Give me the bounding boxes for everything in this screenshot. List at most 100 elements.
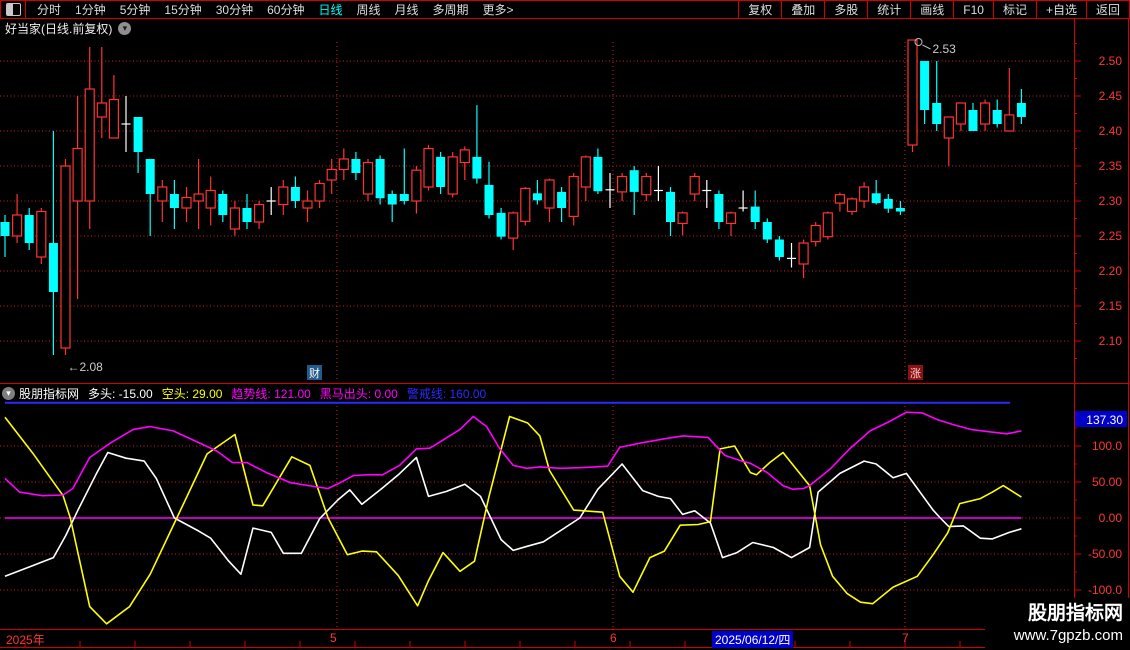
up-candle-body	[362, 161, 374, 195]
down-candle-body	[169, 194, 179, 208]
up-candle-body	[205, 189, 216, 209]
down-candle-body	[932, 103, 942, 124]
price-axis-label: 2.45	[1099, 89, 1123, 103]
indicator-chevron-icon[interactable]: ▾	[2, 387, 15, 400]
up-candle-body	[798, 242, 809, 265]
down-candle-body	[532, 193, 542, 201]
up-candle-body	[254, 203, 265, 223]
indicator-value-highlight-label: 137.30	[1086, 413, 1123, 427]
down-candle-body	[399, 194, 409, 201]
down-candle-body	[242, 208, 252, 222]
down-candle-body	[774, 239, 784, 257]
up-candle-body	[725, 212, 737, 224]
candlestick-series	[0, 39, 1026, 355]
action-menu-item[interactable]: 画线	[910, 1, 953, 18]
action-menu-item[interactable]: 多股	[824, 1, 867, 18]
up-candle-body	[979, 102, 991, 125]
date-axis-highlight: 2025/06/12/四	[712, 631, 794, 648]
indicator-field: 警戒线: 160.00	[406, 387, 487, 401]
period-menu-item[interactable]: 分时	[37, 3, 62, 17]
chevron-down-icon[interactable]: ▾	[118, 21, 132, 35]
indicator-axis-label: 100.0	[1092, 439, 1122, 453]
up-candle-body	[157, 186, 168, 202]
high-marker-icon	[914, 38, 923, 46]
period-menu-item[interactable]: 周线	[356, 3, 381, 17]
down-candle-body	[557, 191, 567, 208]
down-candle-body	[436, 156, 446, 187]
down-candle-body	[1016, 103, 1026, 117]
window-layout-button[interactable]	[1, 1, 26, 18]
down-candle-body	[375, 159, 385, 199]
action-menu-item[interactable]: 叠加	[781, 1, 824, 18]
period-menu: 分时 1分钟 5分钟 15分钟 30分钟 60分钟 日线 周线 月线 多周期 更多>	[26, 1, 521, 18]
up-candle-body	[858, 186, 870, 202]
down-candle-body	[484, 184, 494, 215]
period-menu-item[interactable]: 1分钟	[75, 3, 106, 17]
up-candle-body	[338, 158, 349, 171]
up-candle-body	[544, 179, 555, 209]
down-candle-body	[145, 159, 155, 194]
up-candle-body	[314, 182, 325, 202]
indicator-panel: 100.0 50.00 0.00 -50.00 -100.0 137.30	[0, 401, 1127, 625]
up-candle-body	[193, 193, 204, 202]
action-menu-item[interactable]: 返回	[1085, 1, 1129, 18]
period-menu-item[interactable]: 5分钟	[119, 3, 151, 17]
action-menu-item[interactable]: 标记	[992, 1, 1036, 18]
event-mark-badge	[307, 365, 322, 380]
price-axis-label: 2.35	[1099, 159, 1123, 173]
down-candle-body	[133, 117, 143, 152]
price-axis-label: 2.25	[1099, 229, 1123, 243]
action-menu-item[interactable]: 统计	[867, 1, 910, 18]
indicator-field: 空头: 29.00	[161, 387, 223, 401]
indicator-axis-label: 0.00	[1099, 511, 1123, 525]
event-mark-badge	[908, 365, 923, 380]
indicator-line-多头	[4, 451, 1022, 578]
watermark-url: www.7gpzb.com	[1013, 627, 1123, 644]
watermark-brand: 股朋指标网	[1027, 603, 1123, 624]
up-candle-body	[36, 210, 47, 258]
period-toolbar: 分时 1分钟 5分钟 15分钟 30分钟 60分钟 日线 周线 月线 多周期 更多> 复权 叠加 多股统…	[0, 0, 1130, 19]
action-menu-item[interactable]: +自选	[1035, 1, 1086, 18]
down-candle-body	[593, 156, 603, 192]
action-menu-item[interactable]: 复权	[738, 1, 781, 18]
watermark: 股朋指标网 www.7gpzb.com	[985, 598, 1130, 650]
up-candle-body	[520, 187, 531, 222]
down-candle-body	[351, 159, 361, 173]
down-candle-body	[883, 198, 893, 209]
indicator-axis-label: 50.00	[1092, 475, 1122, 489]
action-menu: 复权 叠加 多股 统计 画线 F10 标记 +自选 返回	[738, 1, 1129, 18]
up-candle-body	[84, 88, 95, 202]
date-axis-label: 6	[610, 631, 617, 645]
indicator-name[interactable]: 股朋指标网	[19, 387, 80, 401]
up-candle-body	[459, 149, 470, 164]
period-menu-item[interactable]: 多周期	[432, 3, 469, 17]
period-menu-item[interactable]: 30分钟	[215, 3, 254, 17]
action-menu-item[interactable]: F10	[953, 1, 993, 18]
period-menu-item[interactable]: 更多>	[482, 3, 514, 17]
down-candle-body	[496, 212, 506, 237]
up-candle-body	[822, 212, 833, 238]
down-candle-body	[895, 208, 905, 212]
period-menu-item[interactable]: 日线	[318, 3, 343, 17]
down-candle-body	[0, 222, 10, 236]
up-candle-body	[1004, 114, 1015, 132]
price-axis-label: 2.50	[1099, 54, 1123, 68]
date-axis: 2025年 5 6 7 2025/06/12/四	[0, 630, 1130, 648]
period-menu-item[interactable]: 60分钟	[267, 3, 305, 17]
down-candle-body	[290, 187, 300, 201]
event-mark-label: 财	[309, 366, 320, 380]
period-menu-item[interactable]: 月线	[394, 3, 419, 17]
up-candle-body	[447, 156, 458, 195]
indicator-field: 趋势线: 121.00	[231, 387, 311, 401]
up-candle-body	[423, 147, 434, 188]
up-candle-body	[616, 175, 628, 193]
split-pane-icon	[5, 3, 21, 16]
period-menu-item[interactable]: 15分钟	[164, 3, 202, 17]
down-candle-body	[218, 194, 228, 215]
indicator-axis-label: -100.0	[1088, 583, 1122, 597]
price-gridlines	[0, 42, 1070, 628]
indicator-value-highlight	[1075, 411, 1127, 427]
date-axis-label: 5	[330, 631, 337, 645]
up-candle-body	[834, 194, 846, 204]
